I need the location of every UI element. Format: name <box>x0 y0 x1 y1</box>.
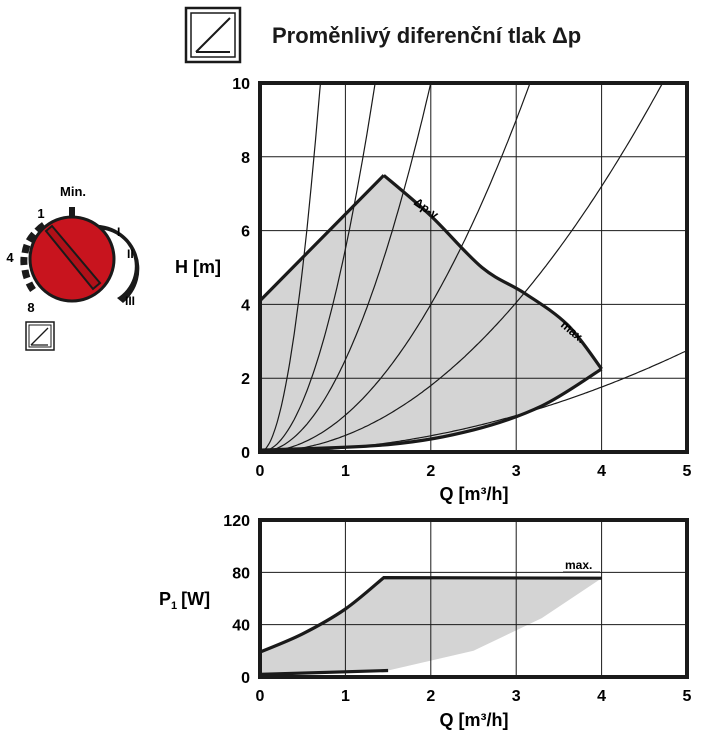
power-y-tick-label: 40 <box>232 618 250 635</box>
dial-speed-label-2: II <box>127 247 134 261</box>
dial-label-4: 4 <box>6 250 14 265</box>
head-y-tick-label: 2 <box>241 371 250 388</box>
dial-segment-arc <box>20 222 47 292</box>
power-y-tick-label: 0 <box>241 670 250 687</box>
system-curve-4 <box>260 83 531 452</box>
head-x-tick-label: 1 <box>341 463 350 480</box>
dial-label-1: 1 <box>37 206 44 221</box>
head-x-tick-label: 0 <box>256 463 265 480</box>
power-y-tick-label: 80 <box>232 565 250 582</box>
head-x-axis-label: Q [m³/h] <box>440 484 509 504</box>
head-y-axis-label: H [m] <box>175 257 221 277</box>
head-x-tick-label: 5 <box>683 463 692 480</box>
power-min-curve <box>259 668 389 676</box>
head-y-tick-label: 8 <box>241 150 250 167</box>
power-chart-frame <box>258 518 689 679</box>
power-x-tick-label: 1 <box>341 688 350 705</box>
dp-v-curve <box>258 174 385 302</box>
system-curve-5 <box>260 83 664 452</box>
dial-speed-label-3: III <box>125 294 135 308</box>
proportional-pressure-icon <box>184 6 242 64</box>
power-y-tick-label: 120 <box>223 513 250 530</box>
power-x-tick-label: 4 <box>597 688 606 705</box>
power-x-tick-label: 2 <box>426 688 435 705</box>
system-curve-3 <box>260 83 432 452</box>
head-chart-frame <box>258 81 689 454</box>
head-y-tick-label: 6 <box>241 224 250 241</box>
power-x-tick-label: 5 <box>683 688 692 705</box>
head-min-curve <box>259 367 603 452</box>
head-x-tick-label: 4 <box>597 463 606 480</box>
page-title: Proměnlivý diferenční tlak Δp <box>272 23 581 48</box>
power-max-annotation: max. <box>565 558 592 572</box>
head-x-tick-label: 3 <box>512 463 521 480</box>
dial-speed-label-1: I <box>117 225 120 239</box>
speed-dial[interactable]: Min. 1 4 8 I II III <box>6 184 140 315</box>
dial-label-8: 8 <box>27 300 34 315</box>
head-y-tick-label: 0 <box>241 445 250 462</box>
power-x-axis-label: Q [m³/h] <box>440 710 509 730</box>
system-curve-1 <box>260 83 322 452</box>
head-x-tick-label: 2 <box>426 463 435 480</box>
power-x-tick-label: 0 <box>256 688 265 705</box>
proportional-pressure-icon <box>25 321 55 351</box>
power-x-tick-label: 3 <box>512 688 521 705</box>
power-max-curve <box>259 575 602 654</box>
head-y-tick-label: 4 <box>241 297 250 314</box>
dial-min-mark <box>69 207 75 219</box>
dial-min-label: Min. <box>60 184 86 199</box>
head-max-curve <box>382 174 603 370</box>
head-y-tick-label: 10 <box>232 76 250 93</box>
power-chart: 0 1 2 3 4 5 0 40 80 120 P1 [W] Q [m³/h] max. <box>159 513 692 730</box>
dial-pointer <box>44 224 102 291</box>
system-curve-2 <box>260 83 376 452</box>
power-y-axis-label: P1 [W] <box>159 589 210 612</box>
